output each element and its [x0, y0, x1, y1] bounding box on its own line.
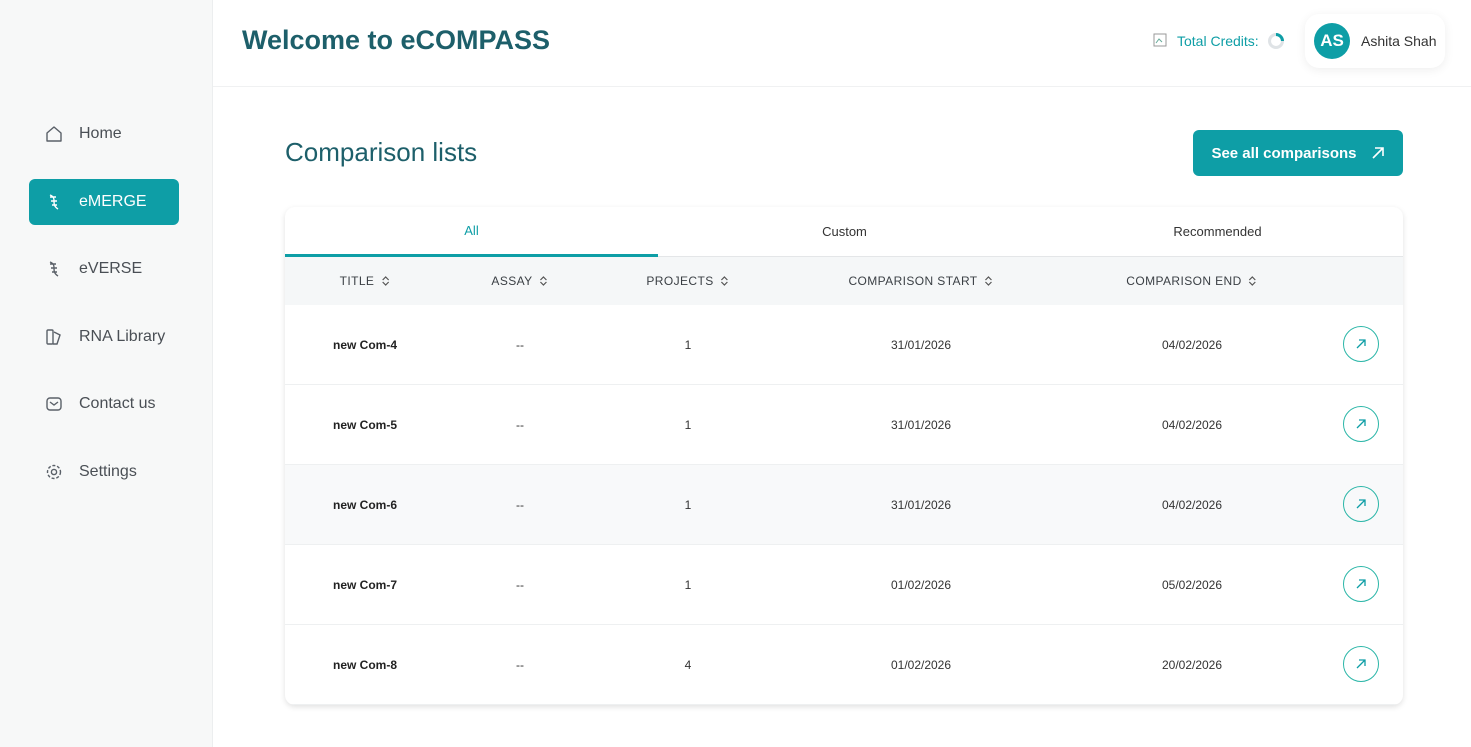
table-cell: 20/02/2026: [1161, 657, 1223, 672]
nav-icon: [49, 194, 59, 210]
table-cell: 04/02/2026: [1161, 497, 1223, 512]
header-bar: [213, 0, 1471, 87]
table-cell: new Com-6: [332, 497, 398, 512]
tab[interactable]: All: [285, 207, 658, 257]
column-header[interactable]: COMPARISON START: [848, 257, 993, 305]
table-cell: 1: [684, 497, 692, 512]
sort-icon: [381, 276, 389, 286]
nav-icon: [46, 464, 62, 480]
nav-label: Home: [79, 125, 122, 142]
column-label: COMPARISON END: [1126, 274, 1242, 288]
credits-label: Total Credits:: [1177, 33, 1259, 49]
table-cell: 31/01/2026: [890, 337, 952, 352]
nav-icon: [49, 261, 59, 277]
open-button[interactable]: [1343, 326, 1379, 362]
open-button[interactable]: [1343, 406, 1379, 442]
tab[interactable]: Recommended: [1031, 207, 1403, 257]
table-row: new Com-6 -- 1 31/01/2026 04/02/2026: [285, 465, 1403, 545]
sort-icon: [1249, 276, 1257, 286]
table-cell: 31/01/2026: [890, 497, 952, 512]
sidebar: Home eMERGE eVERSE RNA Library Contact us Set…: [0, 0, 213, 747]
nav-item[interactable]: Settings: [29, 449, 179, 495]
see-all-button[interactable]: See all comparisons: [1193, 130, 1403, 176]
column-label: COMPARISON START: [848, 274, 978, 288]
arrow-icon: [1371, 147, 1384, 159]
table-cell: --: [516, 497, 524, 512]
tab[interactable]: Custom: [658, 207, 1031, 257]
avatar: AS: [1314, 23, 1350, 59]
credits: Total Credits:: [1153, 32, 1285, 50]
nav-label: Settings: [79, 463, 137, 480]
column-label: TITLE: [339, 274, 375, 288]
table-cell: --: [516, 337, 524, 352]
open-button[interactable]: [1343, 646, 1379, 682]
table-row: new Com-4 -- 1 31/01/2026 04/02/2026: [285, 305, 1403, 385]
table-cell: new Com-7: [332, 577, 398, 592]
broken-image-icon: [1153, 33, 1167, 47]
table-cell: new Com-5: [332, 417, 398, 432]
arrow-icon: [1356, 499, 1366, 509]
open-button[interactable]: [1343, 566, 1379, 602]
sort-icon: [540, 276, 547, 286]
comparison-table: All Custom Recommended TITLE ASSAY PROJECTS CO…: [285, 207, 1403, 705]
table-cell: 01/02/2026: [890, 657, 952, 672]
table-cell: 05/02/2026: [1161, 577, 1223, 592]
user-menu[interactable]: AS Ashita Shah: [1305, 14, 1445, 68]
nav-icon: [46, 126, 62, 142]
column-header[interactable]: COMPARISON END: [1126, 257, 1257, 305]
nav-icon: [46, 397, 62, 411]
column-header[interactable]: ASSAY: [491, 257, 548, 305]
table-cell: --: [516, 657, 524, 672]
page-title: Welcome to eCOMPASS: [242, 25, 551, 55]
table-cell: 31/01/2026: [890, 417, 952, 432]
table-row: new Com-8 -- 4 01/02/2026 20/02/2026: [285, 625, 1403, 705]
column-label: ASSAY: [491, 274, 533, 288]
table-cell: 1: [684, 417, 692, 432]
table-cell: 04/02/2026: [1161, 417, 1223, 432]
section-title: Comparison lists: [285, 137, 478, 167]
arrow-icon: [1356, 339, 1366, 349]
table-cell: new Com-8: [332, 657, 398, 672]
table-cell: --: [516, 577, 524, 592]
open-button[interactable]: [1343, 486, 1379, 522]
nav-icon: [46, 329, 61, 345]
nav-label: Contact us: [79, 395, 156, 412]
table-cell: new Com-4: [332, 337, 398, 352]
nav-item[interactable]: eVERSE: [29, 246, 179, 292]
sort-icon: [721, 276, 729, 286]
column-header[interactable]: PROJECTS: [646, 257, 729, 305]
user-name: Ashita Shah: [1361, 33, 1437, 49]
table-row: new Com-7 -- 1 01/02/2026 05/02/2026: [285, 545, 1403, 625]
nav-label: RNA Library: [79, 328, 166, 345]
nav-item[interactable]: Contact us: [29, 381, 179, 427]
table-cell: 04/02/2026: [1161, 337, 1223, 352]
table-cell: 1: [684, 577, 692, 592]
sort-icon: [985, 276, 992, 286]
arrow-icon: [1356, 579, 1366, 589]
nav-label: eVERSE: [79, 260, 143, 277]
loading-spinner: [1267, 33, 1284, 49]
table-header: TITLE ASSAY PROJECTS COMPARISON START COMPAR…: [285, 257, 1403, 305]
table-cell: 4: [684, 657, 692, 672]
nav-item[interactable]: RNA Library: [29, 314, 179, 360]
nav-item[interactable]: Home: [29, 111, 179, 157]
nav-label: eMERGE: [79, 193, 147, 210]
table-cell: 1: [684, 337, 692, 352]
nav-item[interactable]: eMERGE: [29, 179, 179, 225]
button-label: See all comparisons: [1211, 144, 1357, 162]
column-label: PROJECTS: [646, 274, 714, 288]
column-header[interactable]: TITLE: [340, 257, 391, 305]
table-row: new Com-5 -- 1 31/01/2026 04/02/2026: [285, 385, 1403, 465]
table-cell: --: [516, 417, 524, 432]
table-cell: 01/02/2026: [890, 577, 952, 592]
arrow-icon: [1356, 419, 1366, 429]
arrow-icon: [1356, 659, 1366, 669]
